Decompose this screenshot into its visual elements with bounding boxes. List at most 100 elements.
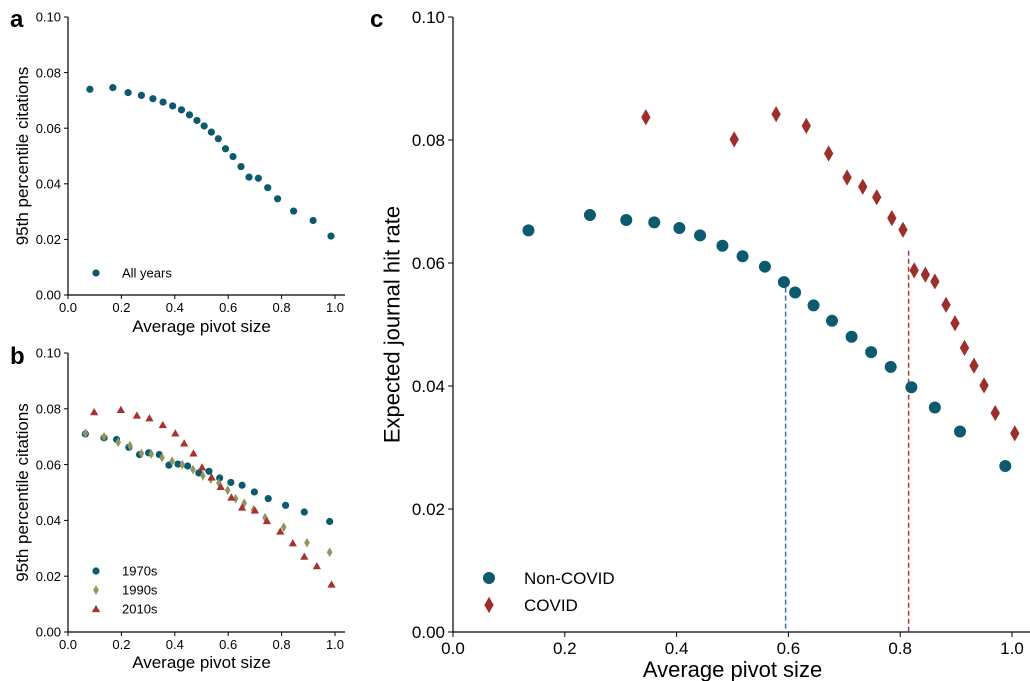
data-point	[807, 299, 820, 312]
x-tick-label: 0.6	[219, 637, 237, 652]
data-point	[648, 216, 661, 229]
data-point	[288, 539, 297, 547]
data-point	[237, 503, 247, 511]
data-point	[116, 405, 126, 414]
data-point	[282, 501, 290, 509]
data-point	[180, 439, 189, 447]
data-point	[954, 425, 967, 438]
data-point	[82, 428, 89, 439]
x-tick-label: 0.2	[112, 637, 130, 652]
x-axis-label: Average pivot size	[643, 657, 822, 681]
data-point	[326, 517, 334, 526]
x-tick-label: 0.4	[665, 639, 689, 658]
y-axis-label: 95th percentile citations	[13, 403, 32, 582]
y-tick-label: 0.00	[36, 625, 61, 640]
data-point	[174, 460, 182, 468]
data-point	[262, 516, 272, 525]
x-axis-label: Average pivot size	[132, 317, 271, 336]
data-point	[309, 216, 317, 225]
data-point	[262, 512, 268, 523]
data-point	[229, 152, 237, 161]
data-point	[276, 527, 285, 535]
x-tick-label: 1.0	[1000, 639, 1024, 658]
data-point	[801, 117, 811, 134]
y-tick-label: 0.06	[36, 121, 61, 136]
y-tick-label: 0.02	[36, 569, 61, 584]
y-tick-label: 0.04	[36, 176, 61, 191]
data-point	[127, 440, 133, 451]
legend-marker	[91, 604, 101, 613]
x-axis-label: Average pivot size	[132, 653, 271, 672]
data-point	[845, 330, 858, 343]
x-tick-label: 0.8	[888, 639, 912, 658]
data-point	[189, 449, 198, 457]
data-point	[237, 162, 245, 171]
data-point	[716, 239, 729, 252]
legend-label: 1990s	[122, 583, 158, 598]
data-point	[872, 189, 882, 206]
y-tick-label: 0.10	[36, 10, 61, 25]
legend-marker	[484, 596, 494, 614]
data-point	[207, 473, 216, 481]
data-point	[326, 547, 333, 558]
data-point	[149, 95, 157, 103]
data-point	[304, 537, 310, 548]
y-tick-label: 0.06	[36, 457, 61, 472]
data-point	[909, 262, 919, 279]
data-point	[999, 459, 1012, 472]
data-point	[729, 131, 739, 148]
x-tick-label: 0.4	[166, 637, 184, 652]
data-point	[1010, 425, 1020, 442]
data-point	[300, 552, 309, 560]
data-point	[280, 522, 287, 532]
data-point	[227, 478, 235, 487]
data-point	[214, 135, 222, 143]
x-tick-label: 1.0	[326, 637, 344, 652]
panel-c: 0.00 0.02 0.04 0.06 0.08 0.10 0.0 0.2 0.4 0.6 0.8 1…	[380, 8, 1030, 681]
data-point	[169, 456, 175, 467]
data-point	[216, 478, 222, 488]
data-point	[159, 98, 167, 106]
data-point	[898, 221, 908, 238]
data-point	[171, 429, 180, 437]
data-point	[771, 106, 781, 123]
data-point	[177, 106, 186, 114]
y-tick-label: 0.06	[412, 254, 445, 273]
data-point	[137, 91, 146, 99]
data-point	[959, 339, 970, 356]
data-point	[138, 448, 145, 459]
x-tick-label: 0.2	[553, 639, 577, 658]
data-point	[200, 122, 208, 130]
panel-b: 0.00 0.02 0.04 0.06 0.08 0.10 0.0 0.2 0.4 0.6 0.8 1…	[13, 346, 345, 672]
data-point	[777, 276, 790, 289]
data-point	[887, 210, 897, 227]
data-point	[238, 481, 246, 489]
data-point	[789, 286, 802, 299]
y-axis-label: Expected journal hit rate	[380, 206, 405, 443]
legend-marker	[93, 585, 99, 595]
data-point	[169, 102, 177, 110]
panel-a: 0.00 0.02 0.04 0.06 0.08 0.10 0.0 0.2 0.4 0.6 0.8 1…	[13, 10, 345, 336]
data-point	[115, 437, 122, 448]
y-tick-label: 0.10	[36, 346, 61, 361]
data-point	[221, 145, 230, 153]
y-tick-label: 0.08	[36, 401, 61, 416]
data-point	[250, 506, 260, 514]
data-point	[290, 207, 298, 215]
data-point	[736, 250, 749, 263]
data-point	[758, 260, 771, 273]
data-point	[184, 462, 192, 470]
data-point	[101, 431, 107, 442]
y-tick-label: 0.08	[412, 131, 445, 150]
data-point	[145, 414, 154, 422]
y-tick-label: 0.04	[412, 377, 445, 396]
y-tick-label: 0.02	[412, 500, 445, 519]
x-tick-label: 0.0	[59, 300, 77, 315]
data-point	[193, 116, 201, 125]
data-point	[826, 314, 839, 327]
data-point	[224, 485, 231, 496]
x-tick-label: 0.8	[273, 300, 291, 315]
data-point	[132, 411, 142, 419]
y-axis-label: 95th percentile citations	[13, 67, 32, 246]
